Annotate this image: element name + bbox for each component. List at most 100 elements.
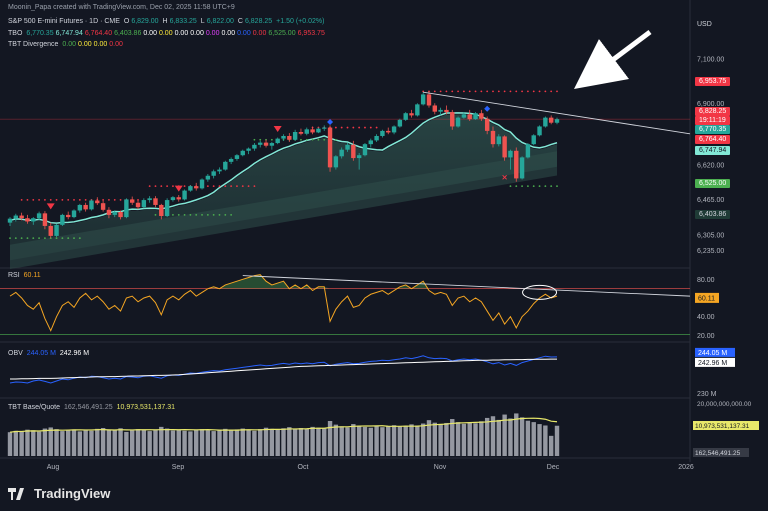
base-quote-bar xyxy=(211,431,216,456)
symbol-legend[interactable]: S&P 500 E-mini Futures · 1D · CME O 6,829… xyxy=(8,18,325,25)
base-quote-label[interactable]: TBT Base/Quote xyxy=(8,404,61,411)
support-dots xyxy=(38,237,40,240)
symbol-title[interactable]: S&P 500 E-mini Futures · 1D · CME xyxy=(8,18,120,25)
base-quote-ma-line xyxy=(9,417,558,433)
resistance-dots xyxy=(73,198,75,201)
base-quote-bar xyxy=(467,422,472,456)
resistance-dots xyxy=(439,90,442,93)
support-dots xyxy=(183,213,186,216)
support-dots xyxy=(253,138,256,141)
rsi-value-tag xyxy=(695,292,719,303)
candle-body xyxy=(345,144,350,150)
support-dots xyxy=(189,213,192,216)
candle-body xyxy=(188,186,193,191)
candle-body xyxy=(508,150,513,158)
resistance-dots xyxy=(369,126,372,129)
base-quote-bar xyxy=(194,429,199,456)
currency-label[interactable]: USD xyxy=(697,21,712,28)
resistance-dots xyxy=(340,126,343,129)
rsi-axis-label: 40.00 xyxy=(697,314,715,321)
candle-body xyxy=(164,200,170,216)
candle-body xyxy=(54,224,59,236)
price-tag: 6,953.75 xyxy=(695,77,731,86)
tbo-label[interactable]: TBO xyxy=(8,30,23,37)
obv-ma-legend-value: 242.96 M xyxy=(59,350,90,357)
price-tag: 6,770.35 xyxy=(695,125,731,134)
resistance-dots xyxy=(166,185,169,188)
base-quote-bar xyxy=(333,424,339,456)
tbo-values: 6,770.35 6,747.94 6,764.40 6,403.86 0.00 0.00… xyxy=(26,30,327,37)
rsi-value-tag-text: 60.11 xyxy=(698,295,715,302)
base-quote-bar xyxy=(188,431,193,456)
support-dots xyxy=(323,138,326,141)
candle-body xyxy=(141,200,147,208)
divergence-label[interactable]: TBT Divergence xyxy=(8,41,59,48)
candle-body xyxy=(205,175,211,180)
candle-body xyxy=(106,209,112,215)
divergence-marker xyxy=(327,119,334,126)
obv-legend[interactable]: OBV 244.05 M 242.96 M xyxy=(8,350,91,357)
resistance-dots xyxy=(544,90,547,93)
rsi-label[interactable]: RSI xyxy=(8,272,20,279)
grid xyxy=(0,0,691,462)
price-axis[interactable]: 7,100.007,000.006,900.006,620.006,465.00… xyxy=(697,57,724,255)
candle-body xyxy=(374,135,379,141)
base-quote-bar xyxy=(42,428,48,456)
time-axis-label: Oct xyxy=(298,464,309,471)
candle-body xyxy=(211,171,216,176)
price-axis-label: 7,100.00 xyxy=(697,57,724,64)
support-dots xyxy=(270,138,273,141)
base-quote-bar xyxy=(100,428,106,456)
time-axis[interactable]: Aug Sep Oct Nov Dec 2026 xyxy=(47,464,694,471)
base-quote-bar xyxy=(77,431,83,456)
rsi-legend[interactable]: RSI 60.11 xyxy=(8,272,43,279)
obv-label[interactable]: OBV xyxy=(8,350,23,357)
candle-body xyxy=(258,142,263,145)
base-quote-bar xyxy=(502,414,507,456)
base-quote-bar xyxy=(554,425,560,456)
divergence-value: 0.00 xyxy=(78,41,92,48)
time-axis-label: Nov xyxy=(434,464,447,471)
price-axis-label: 6,465.00 xyxy=(697,197,724,204)
base-quote-bar xyxy=(420,423,426,456)
divergence-values: 0.00 0.00 0.00 0.00 xyxy=(62,41,125,48)
rsi-pane[interactable]: 80.00 40.00 20.00 60.11 xyxy=(0,274,719,340)
support-dots xyxy=(556,185,558,188)
base-quote-bar xyxy=(7,432,13,456)
rsi-axis-label: 80.00 xyxy=(697,277,715,284)
resistance-dots xyxy=(497,90,500,93)
base-quote-bar xyxy=(159,426,164,456)
resistance-dots xyxy=(334,126,337,129)
base-quote-pane[interactable]: 20,000,000,000.0010,973,531,137.31162,54… xyxy=(7,401,759,457)
base-quote-bar xyxy=(548,435,554,456)
tbo-legend[interactable]: TBO 6,770.35 6,747.94 6,764.40 6,403.86 0.00… xyxy=(8,30,329,37)
candle-body xyxy=(432,105,437,112)
price-pane[interactable] xyxy=(0,90,691,240)
obv-axis-label: 230 M xyxy=(697,391,717,398)
candle-body xyxy=(60,214,65,225)
tbo-slow-band xyxy=(10,151,557,270)
base-quote-legend[interactable]: TBT Base/Quote 162,546,491.25 10,973,531… xyxy=(8,404,177,411)
tradingview-logo[interactable]: TradingView xyxy=(8,486,110,501)
rsi-legend-value: 60.11 xyxy=(23,272,41,279)
candle-body xyxy=(7,218,13,223)
tbo-value: 0.00 xyxy=(221,30,236,37)
divergence-legend[interactable]: TBT Divergence 0.00 0.00 0.00 0.00 xyxy=(8,41,127,48)
trendline xyxy=(423,91,691,135)
resistance-dots xyxy=(102,198,105,201)
resistance-dots xyxy=(492,90,494,93)
base-quote-bar xyxy=(141,429,147,456)
open-value: 6,829.00 xyxy=(131,18,159,25)
tbo-value: 0.00 xyxy=(205,30,220,37)
support-dots xyxy=(154,213,157,216)
resistance-dots xyxy=(119,198,122,201)
resistance-dots xyxy=(154,185,157,188)
candle-body xyxy=(25,218,30,222)
base-quote-bar xyxy=(223,428,228,456)
candle-body xyxy=(484,118,490,131)
tbo-value: 6,764.40 xyxy=(84,30,113,37)
candle-body xyxy=(170,197,176,201)
